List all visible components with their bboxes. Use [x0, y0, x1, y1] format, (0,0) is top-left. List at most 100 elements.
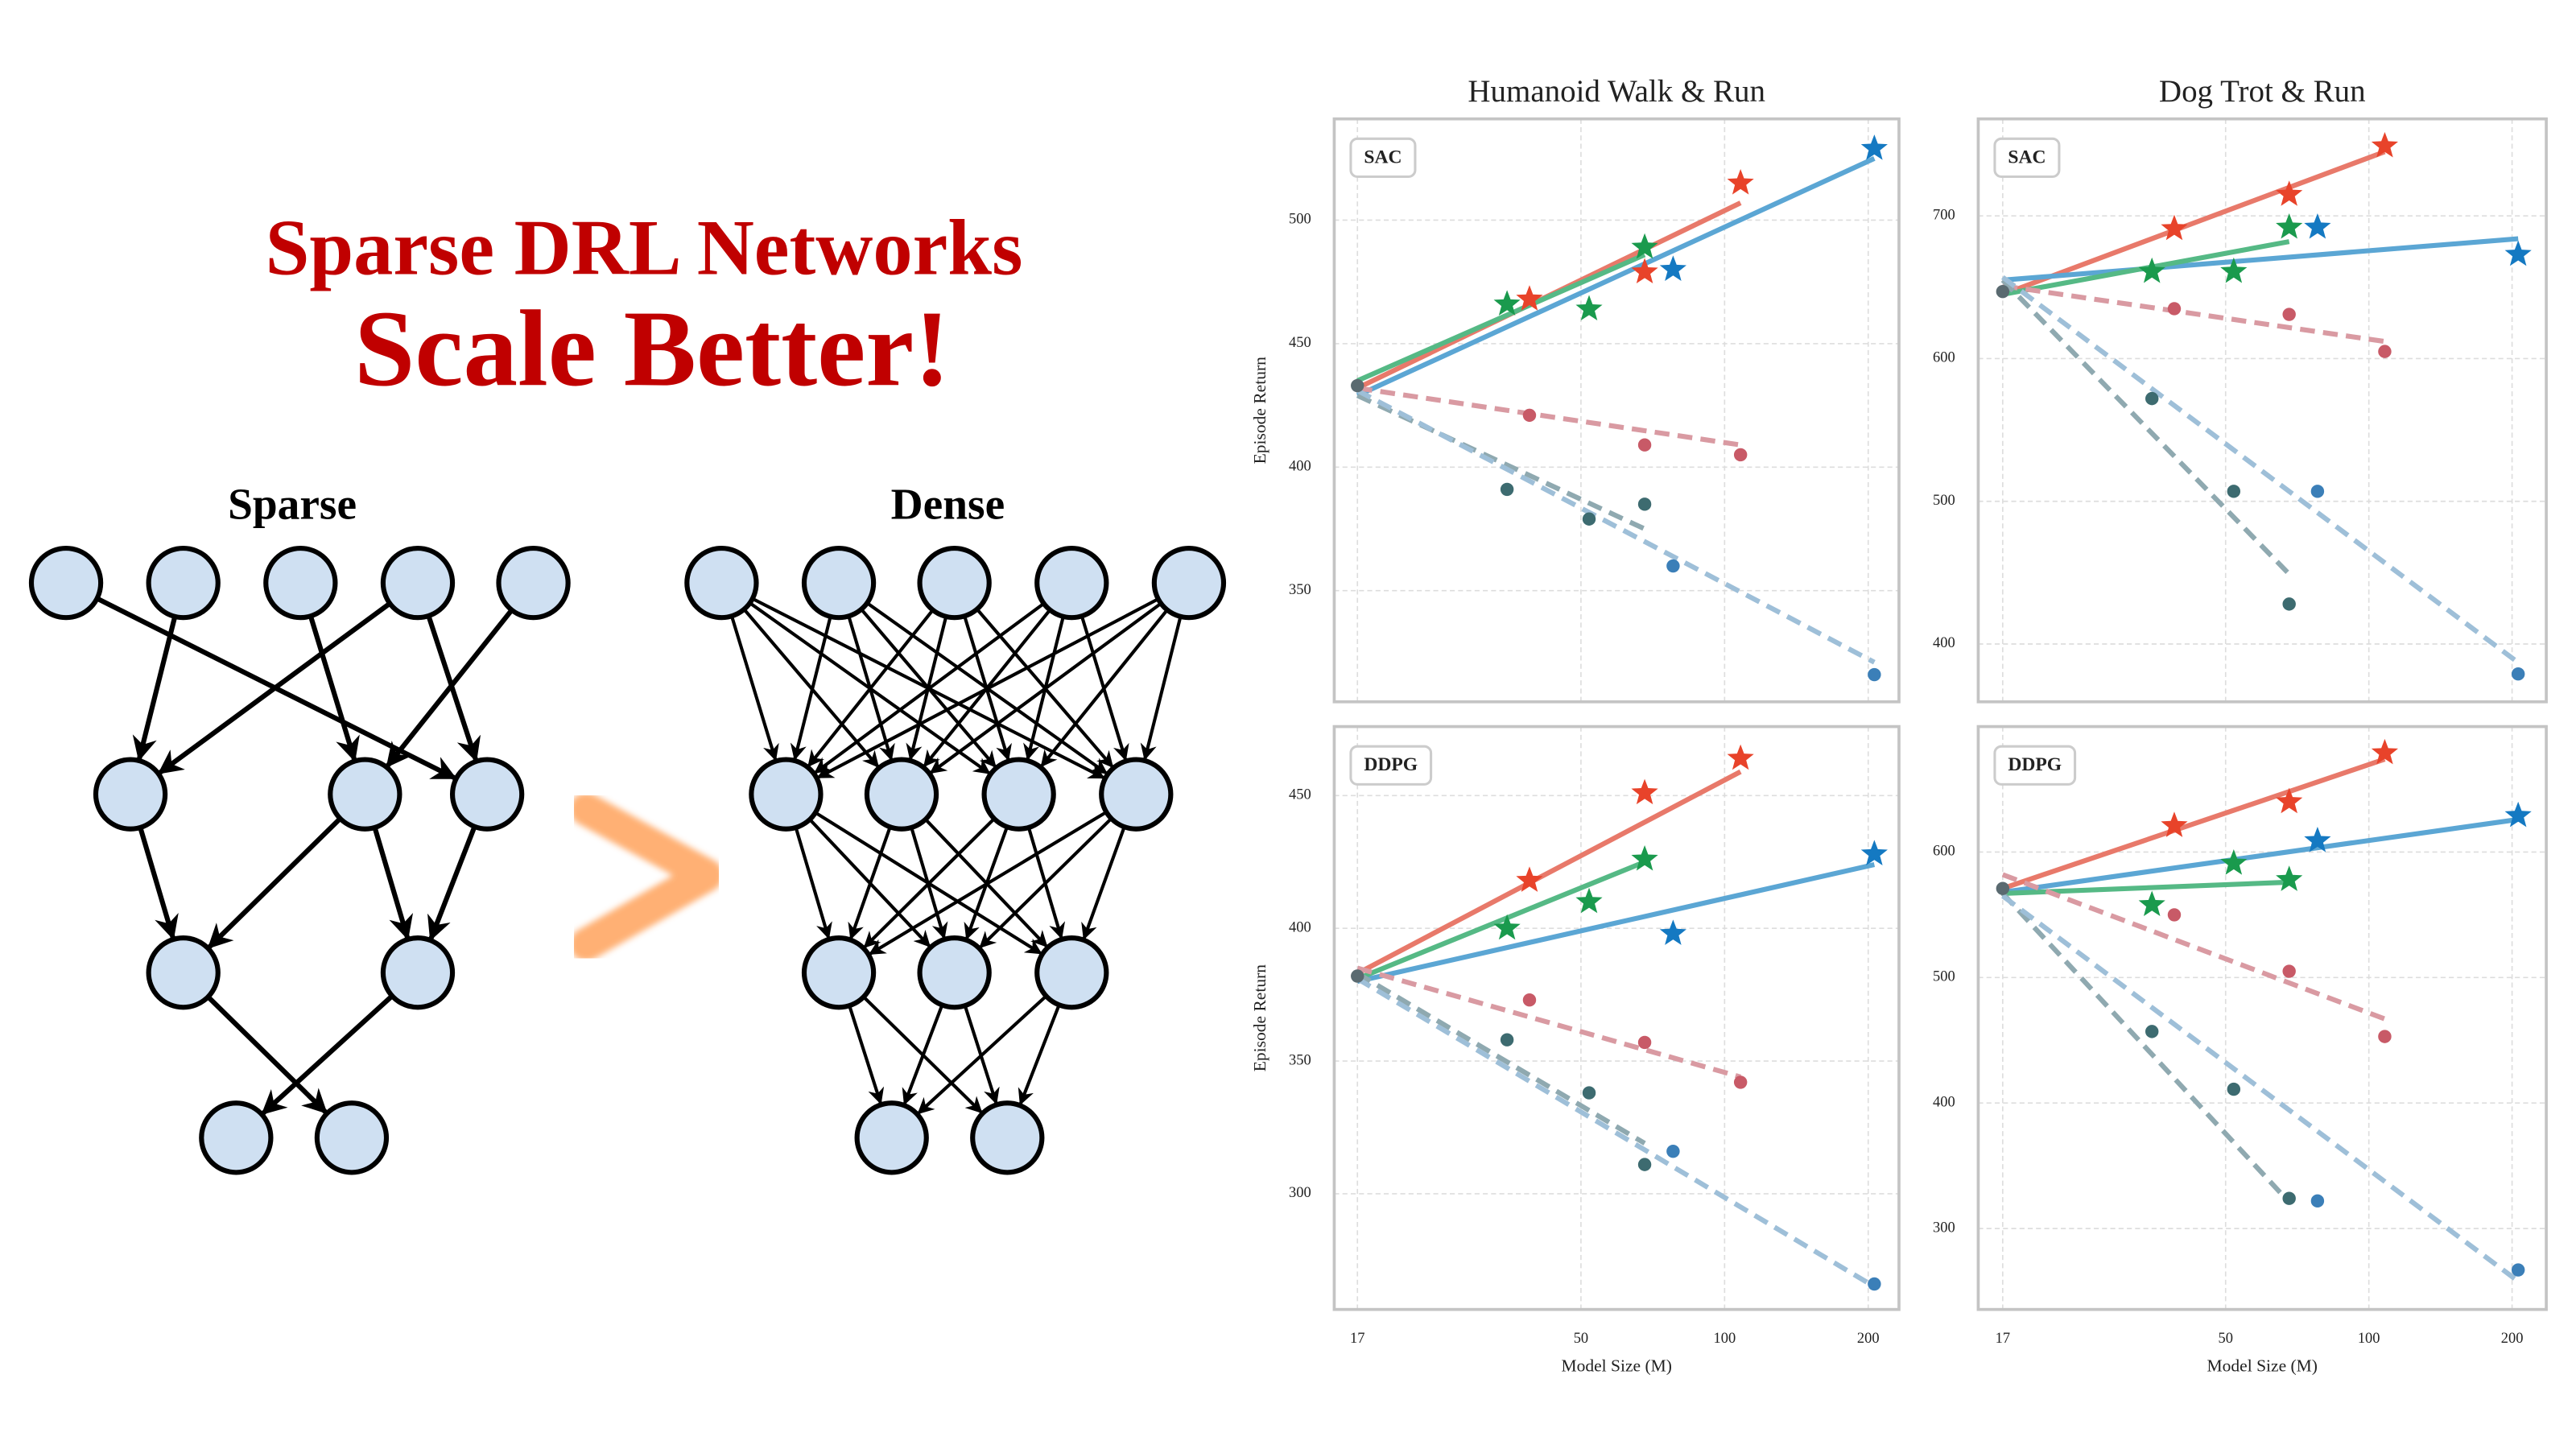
- dot-point: [2145, 391, 2159, 406]
- fit-line: [1356, 976, 1876, 1289]
- neuron: [199, 1100, 274, 1175]
- neuron: [684, 545, 759, 621]
- star-point: [1727, 169, 1754, 195]
- neuron: [496, 545, 571, 621]
- edge: [814, 602, 1045, 774]
- x-tick-label: 200: [1857, 1330, 1880, 1346]
- star-point: [1631, 778, 1658, 805]
- star-point: [2161, 811, 2188, 837]
- edge: [138, 827, 179, 940]
- plot-border: [1332, 117, 1901, 704]
- edge: [917, 994, 1047, 1115]
- fit-line: [2001, 275, 2520, 665]
- dot-point: [2282, 597, 2296, 611]
- dot-point: [2310, 485, 2325, 498]
- dot-point: [1733, 1075, 1748, 1089]
- x-tick-label: 200: [2501, 1330, 2524, 1346]
- star-point: [1631, 258, 1658, 284]
- star-point: [2161, 214, 2188, 241]
- chart: 350 400 450 500 Humanoid Walk & Run Episode R…: [1250, 74, 1901, 704]
- edge: [794, 827, 832, 939]
- y-axis-label: Episode Return: [1250, 357, 1269, 464]
- annotation-box: [1993, 137, 2061, 179]
- star-point: [2138, 257, 2165, 283]
- fit-line: [1356, 965, 1741, 1080]
- headline-1: Sparse DRL Networks: [266, 204, 1023, 292]
- dot-point: [1996, 284, 2010, 299]
- plot-border: [1332, 724, 1901, 1311]
- neuron: [380, 545, 456, 621]
- y-tick-label: 450: [1289, 334, 1311, 350]
- star-point: [2220, 257, 2248, 283]
- y-tick-label: 350: [1289, 1051, 1311, 1067]
- dense-label: Dense: [891, 479, 1005, 528]
- dot-point: [1351, 969, 1364, 983]
- star-point: [2276, 865, 2303, 891]
- fit-line: [1356, 971, 1646, 1146]
- plot-border: [1976, 724, 2548, 1311]
- network-diagrams: [28, 545, 1227, 1175]
- fit-line: [1356, 862, 1876, 985]
- chart: 300 400 500 600 17 50 100 200 Model Size (M) DDPG: [1933, 724, 2548, 1375]
- dot-point: [1351, 378, 1364, 393]
- star-point: [1575, 887, 1603, 914]
- edge: [1140, 616, 1183, 761]
- neuron: [146, 935, 221, 1010]
- fit-line: [1356, 859, 1646, 981]
- y-tick-label: 500: [1289, 211, 1311, 227]
- dot-point: [2282, 308, 2296, 321]
- dot-point: [2282, 1191, 2296, 1205]
- dot-point: [1868, 667, 1881, 682]
- star-point: [2504, 240, 2532, 266]
- neuron: [864, 757, 939, 832]
- neuron: [1034, 935, 1109, 1010]
- dot-point: [1868, 1277, 1881, 1291]
- edge: [1081, 826, 1126, 940]
- edge: [848, 1005, 885, 1105]
- fit-line: [1356, 155, 1876, 398]
- edge: [848, 826, 892, 940]
- star-point: [2138, 890, 2165, 917]
- edge: [132, 616, 178, 762]
- dot-point: [1996, 881, 2010, 895]
- edge: [427, 825, 477, 942]
- x-tick-label: 50: [2219, 1330, 2233, 1346]
- edge: [308, 615, 360, 762]
- neuron: [801, 935, 877, 1010]
- chart: 300 350 400 450 17 50 100 200 Episode Return Mode…: [1250, 724, 1901, 1375]
- edge: [157, 601, 392, 775]
- dot-point: [1500, 1033, 1514, 1046]
- edge: [902, 1004, 944, 1106]
- y-tick-label: 450: [1289, 786, 1311, 803]
- edge: [372, 827, 414, 940]
- star-point: [1493, 290, 1521, 316]
- annotation: SAC: [2008, 147, 2046, 167]
- edge: [261, 993, 394, 1116]
- star-point: [2304, 826, 2331, 852]
- x-tick-label: 50: [1574, 1330, 1588, 1346]
- fit-line: [1356, 388, 1876, 665]
- y-tick-label: 350: [1289, 581, 1311, 597]
- neuron: [801, 545, 877, 621]
- star-point: [1659, 919, 1686, 945]
- neuron: [314, 1100, 390, 1175]
- fit-line: [2002, 283, 2385, 345]
- annotation: DDPG: [2008, 754, 2062, 775]
- neuron: [1034, 545, 1109, 621]
- x-tick-label: 17: [1996, 1330, 2010, 1346]
- dot-point: [1666, 559, 1680, 573]
- fit-line: [1356, 386, 1741, 448]
- fit-line: [1356, 769, 1742, 976]
- y-tick-label: 700: [1933, 206, 1955, 222]
- plot-border: [1976, 117, 2548, 704]
- greater-than-sign: [569, 792, 724, 961]
- y-tick-label: 400: [1933, 634, 1955, 650]
- edge: [207, 816, 342, 949]
- edge: [426, 615, 481, 762]
- y-tick-label: 400: [1289, 919, 1311, 935]
- star-point: [1860, 840, 1888, 865]
- star-point: [2304, 213, 2331, 239]
- star-point: [1659, 255, 1686, 281]
- edge: [1018, 1004, 1061, 1106]
- dot-point: [2511, 667, 2525, 681]
